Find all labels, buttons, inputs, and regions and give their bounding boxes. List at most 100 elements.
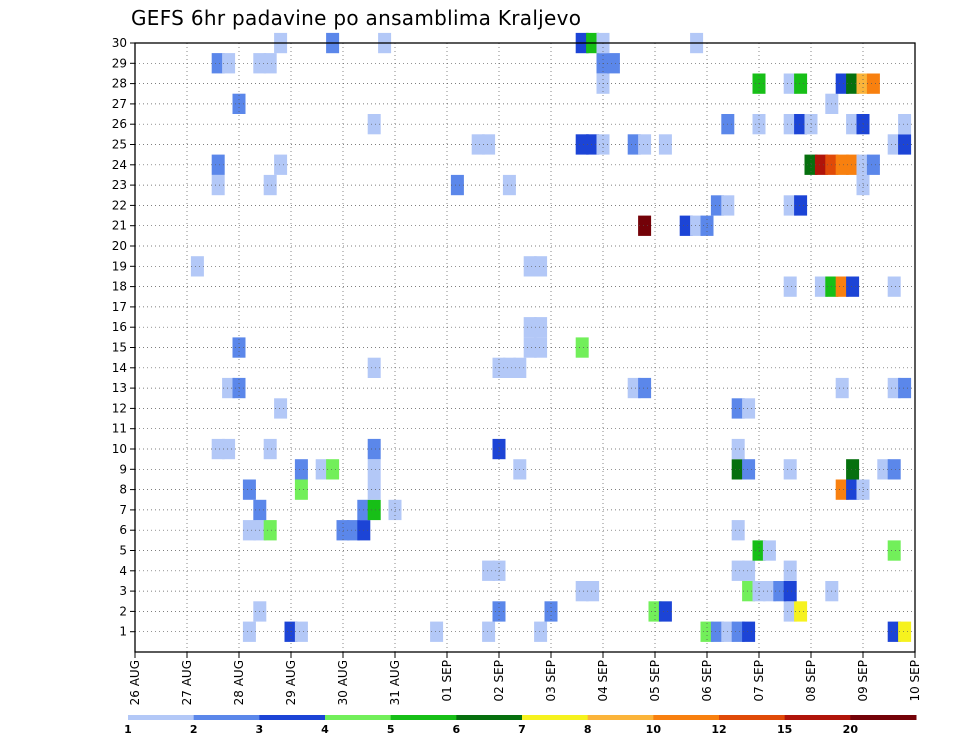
precip-cell [242, 621, 256, 642]
precip-cell [367, 499, 381, 521]
precip-cell [783, 459, 797, 480]
y-tick-label: 29 [112, 56, 127, 70]
precip-cell [315, 459, 329, 480]
x-tick-label: 05 SEP [648, 660, 662, 702]
precip-cell [898, 377, 912, 399]
y-tick-label: 5 [119, 544, 127, 558]
precip-cell [627, 377, 641, 399]
precip-cell [482, 560, 496, 581]
precip-cell [742, 459, 756, 480]
precip-cell [731, 621, 745, 642]
precip-cell [430, 621, 444, 642]
x-tick-label: 31 AUG [388, 660, 402, 705]
x-tick-label: 06 SEP [700, 660, 714, 702]
y-tick-label: 21 [112, 219, 127, 233]
precip-cell [190, 256, 204, 277]
y-tick-label: 24 [112, 158, 127, 172]
colorbar-swatch [456, 715, 523, 720]
precip-cell [898, 134, 912, 155]
x-tick-label: 30 AUG [336, 660, 350, 705]
colorbar-swatch [587, 715, 654, 720]
precip-cell [887, 134, 901, 155]
precip-cell [242, 479, 256, 500]
precip-cell [638, 134, 652, 155]
colorbar-label: 12 [711, 723, 726, 736]
precip-cell [783, 581, 797, 602]
y-tick-label: 17 [112, 300, 127, 314]
precip-cell [502, 357, 516, 378]
y-axis: 1234567891011121314151617181920212223242… [112, 36, 135, 639]
precip-cell [731, 560, 745, 581]
precip-cell [742, 560, 756, 581]
precip-cell [263, 174, 277, 196]
precip-cell [482, 134, 496, 155]
precip-cell [866, 154, 880, 175]
precip-cell [274, 154, 288, 175]
precip-cell [742, 398, 756, 419]
precip-cell [887, 377, 901, 399]
y-tick-label: 2 [119, 604, 127, 618]
precip-cell [835, 154, 849, 175]
precip-cell [294, 459, 308, 480]
precip-cell [866, 73, 880, 94]
precip-cell [846, 479, 860, 500]
precip-cell [887, 459, 901, 480]
precip-cell [450, 174, 464, 196]
precip-cell [367, 459, 381, 480]
precip-cell [274, 398, 288, 419]
colorbar-swatch [522, 715, 589, 720]
precip-cell [367, 438, 381, 460]
precip-cell [794, 114, 808, 135]
y-tick-label: 4 [119, 564, 127, 578]
precip-cell [814, 276, 828, 297]
colorbar-label: 2 [190, 723, 198, 736]
precip-cell [367, 357, 381, 378]
colorbar-label: 10 [646, 723, 662, 736]
precip-cell [887, 276, 901, 297]
x-tick-label: 10 SEP [908, 660, 922, 702]
precip-cell [534, 337, 548, 358]
precip-cell [502, 174, 516, 196]
precip-cell [783, 560, 797, 581]
precip-cell [586, 134, 600, 155]
precip-cell [242, 520, 256, 541]
precip-cell [523, 337, 537, 358]
precip-cell [762, 581, 776, 602]
y-tick-label: 22 [112, 198, 127, 212]
precip-cell [835, 276, 849, 297]
precip-cell [523, 256, 537, 277]
precip-cell [346, 520, 360, 541]
y-tick-label: 19 [112, 259, 127, 273]
precip-cell [898, 621, 912, 642]
x-tick-label: 01 SEP [440, 660, 454, 702]
colorbar-swatch [193, 715, 260, 720]
chart-title: GEFS 6hr padavine po ansamblima Kraljevo [131, 6, 582, 30]
y-tick-label: 20 [112, 239, 127, 253]
colorbar-label: 7 [518, 723, 526, 736]
colorbar-swatch [390, 715, 457, 720]
precip-cell [898, 114, 912, 135]
y-tick-label: 25 [112, 138, 127, 152]
x-tick-label: 02 SEP [492, 660, 506, 702]
colorbar-label: 5 [387, 723, 395, 736]
precip-cell [742, 581, 756, 602]
precip-cell [690, 215, 704, 236]
precip-cell [263, 438, 277, 460]
precip-cell [710, 621, 724, 642]
colorbar-label: 8 [584, 723, 592, 736]
colorbar-label: 6 [453, 723, 461, 736]
precip-cell [731, 438, 745, 460]
precip-cell [263, 520, 277, 541]
x-tick-label: 08 SEP [804, 660, 818, 702]
precip-cell [835, 73, 849, 94]
precip-cell [731, 398, 745, 419]
colorbar-swatch [784, 715, 851, 720]
y-tick-label: 11 [112, 422, 127, 436]
precip-cell [471, 134, 485, 155]
x-tick-label: 03 SEP [544, 660, 558, 702]
precip-cell [783, 276, 797, 297]
y-tick-label: 13 [112, 381, 127, 395]
precip-cell [367, 479, 381, 500]
precip-cell [762, 540, 776, 561]
y-tick-label: 18 [112, 280, 127, 294]
